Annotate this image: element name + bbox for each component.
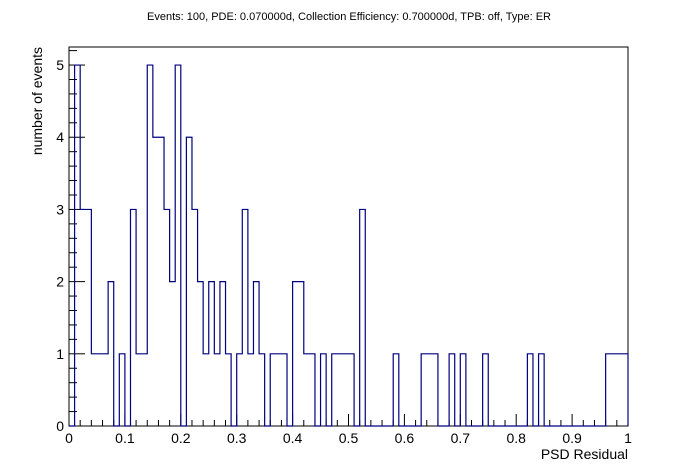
x-axis-label: PSD Residual [541,446,628,462]
x-tick-label: 0.2 [171,430,191,446]
x-tick-label: 0.4 [283,430,303,446]
x-tick-label: 0.7 [451,430,471,446]
y-tick-label: 5 [56,57,64,73]
x-tick-label: 0 [65,430,73,446]
chart-title: Events: 100, PDE: 0.070000d, Collection … [147,11,551,23]
histogram-series-line [69,64,629,427]
y-tick-label: 1 [56,346,64,362]
y-axis: 0 1 2 3 4 5 [56,50,85,434]
y-tick-label: 2 [56,274,64,290]
x-tick-label: 0.9 [562,430,582,446]
y-tick-label: 4 [56,129,64,145]
x-tick-label: 0.6 [395,430,415,446]
y-tick-label: 0 [56,418,64,434]
x-tick-label: 1 [624,430,632,446]
y-tick-label: 3 [56,201,64,217]
x-tick-label: 0.3 [227,430,247,446]
x-tick-label: 0.8 [506,430,526,446]
x-tick-label: 0.5 [339,430,359,446]
y-axis-label: number of events [29,47,45,155]
x-tick-label: 0.1 [115,430,135,446]
